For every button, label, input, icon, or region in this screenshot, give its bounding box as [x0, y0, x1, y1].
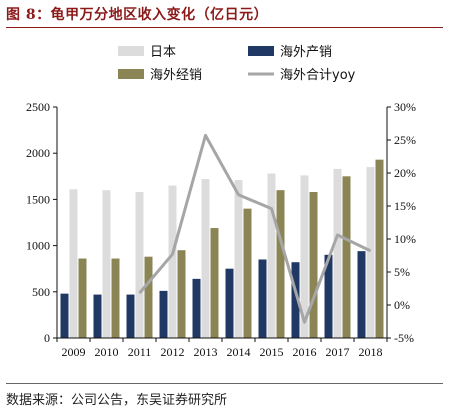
- bar-海外产销-2013: [192, 278, 201, 338]
- bar-海外产销-2010: [93, 294, 102, 338]
- bar-日本-2018: [366, 167, 375, 338]
- bar-日本-2017: [333, 168, 342, 338]
- bar-日本-2010: [102, 190, 111, 338]
- bar-海外产销-2018: [357, 251, 366, 338]
- source-rule: [6, 383, 443, 384]
- bar-日本-2013: [201, 179, 210, 338]
- legend-swatch-日本: [118, 46, 144, 56]
- legend-swatch-海外经销: [118, 69, 144, 79]
- bar-日本-2012: [168, 185, 177, 338]
- right-tick-label: 10%: [394, 232, 416, 246]
- x-tick-label: 2018: [359, 345, 383, 359]
- bar-日本-2014: [234, 179, 243, 338]
- bar-海外经销-2015: [276, 190, 285, 338]
- bar-日本-2015: [267, 173, 276, 338]
- title-rule: [6, 27, 443, 28]
- axes-layer: 0 500 1000 1500 2000 2500 -5% 0% 5% 10% 15% 20% 25% 3…: [26, 100, 416, 359]
- left-tick-label: 0: [44, 331, 50, 345]
- line-海外合计yoy: [138, 133, 372, 324]
- bar-海外经销-2009: [78, 258, 87, 338]
- bar-海外经销-2010: [111, 258, 120, 338]
- x-tick-label: 2011: [128, 345, 152, 359]
- left-tick-label: 1500: [26, 192, 50, 206]
- source-note: 数据来源：公司公告，东吴证券研究所: [6, 393, 228, 408]
- bar-海外经销-2011: [144, 256, 153, 338]
- bar-海外经销-2017: [342, 176, 351, 338]
- right-tick-label: -5%: [394, 331, 414, 345]
- bar-海外经销-2018: [375, 159, 384, 338]
- legend-swatch-海外产销: [248, 46, 274, 56]
- right-tick-label: 15%: [394, 199, 416, 213]
- bar-海外产销-2015: [258, 259, 267, 338]
- left-tick-label: 2000: [26, 146, 50, 160]
- x-tick-label: 2016: [293, 345, 317, 359]
- bar-海外产销-2014: [225, 268, 234, 338]
- x-tick-label: 2013: [194, 345, 218, 359]
- bars-layer: [60, 159, 384, 338]
- x-tick-label: 2015: [260, 345, 284, 359]
- x-tick-label: 2017: [326, 345, 350, 359]
- legend-label-海外合计yoy: 海外合计yoy: [280, 68, 356, 83]
- bar-海外经销-2014: [243, 208, 252, 338]
- bar-海外经销-2016: [309, 192, 318, 338]
- right-tick-label: 30%: [394, 100, 416, 114]
- x-tick-label: 2009: [62, 345, 86, 359]
- bar-日本-2009: [69, 189, 78, 338]
- yoy-line-layer: [138, 133, 372, 324]
- right-tick-label: 0%: [394, 298, 410, 312]
- right-tick-label: 25%: [394, 133, 416, 147]
- legend-label-海外产销: 海外产销: [280, 45, 332, 60]
- left-tick-label: 500: [32, 285, 50, 299]
- left-tick-label: 1000: [26, 239, 50, 253]
- legend-label-海外经销: 海外经销: [150, 68, 202, 83]
- bar-海外经销-2013: [210, 228, 219, 338]
- x-tick-label: 2014: [227, 345, 251, 359]
- bar-海外产销-2016: [291, 262, 300, 338]
- legend-label-日本: 日本: [150, 45, 176, 60]
- bar-海外产销-2009: [60, 293, 69, 338]
- bar-海外产销-2011: [126, 294, 135, 338]
- left-tick-label: 2500: [26, 100, 50, 114]
- bar-海外产销-2012: [159, 290, 168, 338]
- bar-日本-2016: [300, 175, 309, 338]
- bar-海外产销-2017: [324, 254, 333, 338]
- right-tick-label: 20%: [394, 166, 416, 180]
- figure-title: 图 8：龟甲万分地区收入变化（亿日元）: [6, 7, 269, 23]
- x-tick-label: 2010: [95, 345, 119, 359]
- right-tick-label: 5%: [394, 265, 410, 279]
- bar-海外经销-2012: [177, 250, 186, 338]
- x-tick-label: 2012: [161, 345, 185, 359]
- bar-日本-2011: [135, 192, 144, 338]
